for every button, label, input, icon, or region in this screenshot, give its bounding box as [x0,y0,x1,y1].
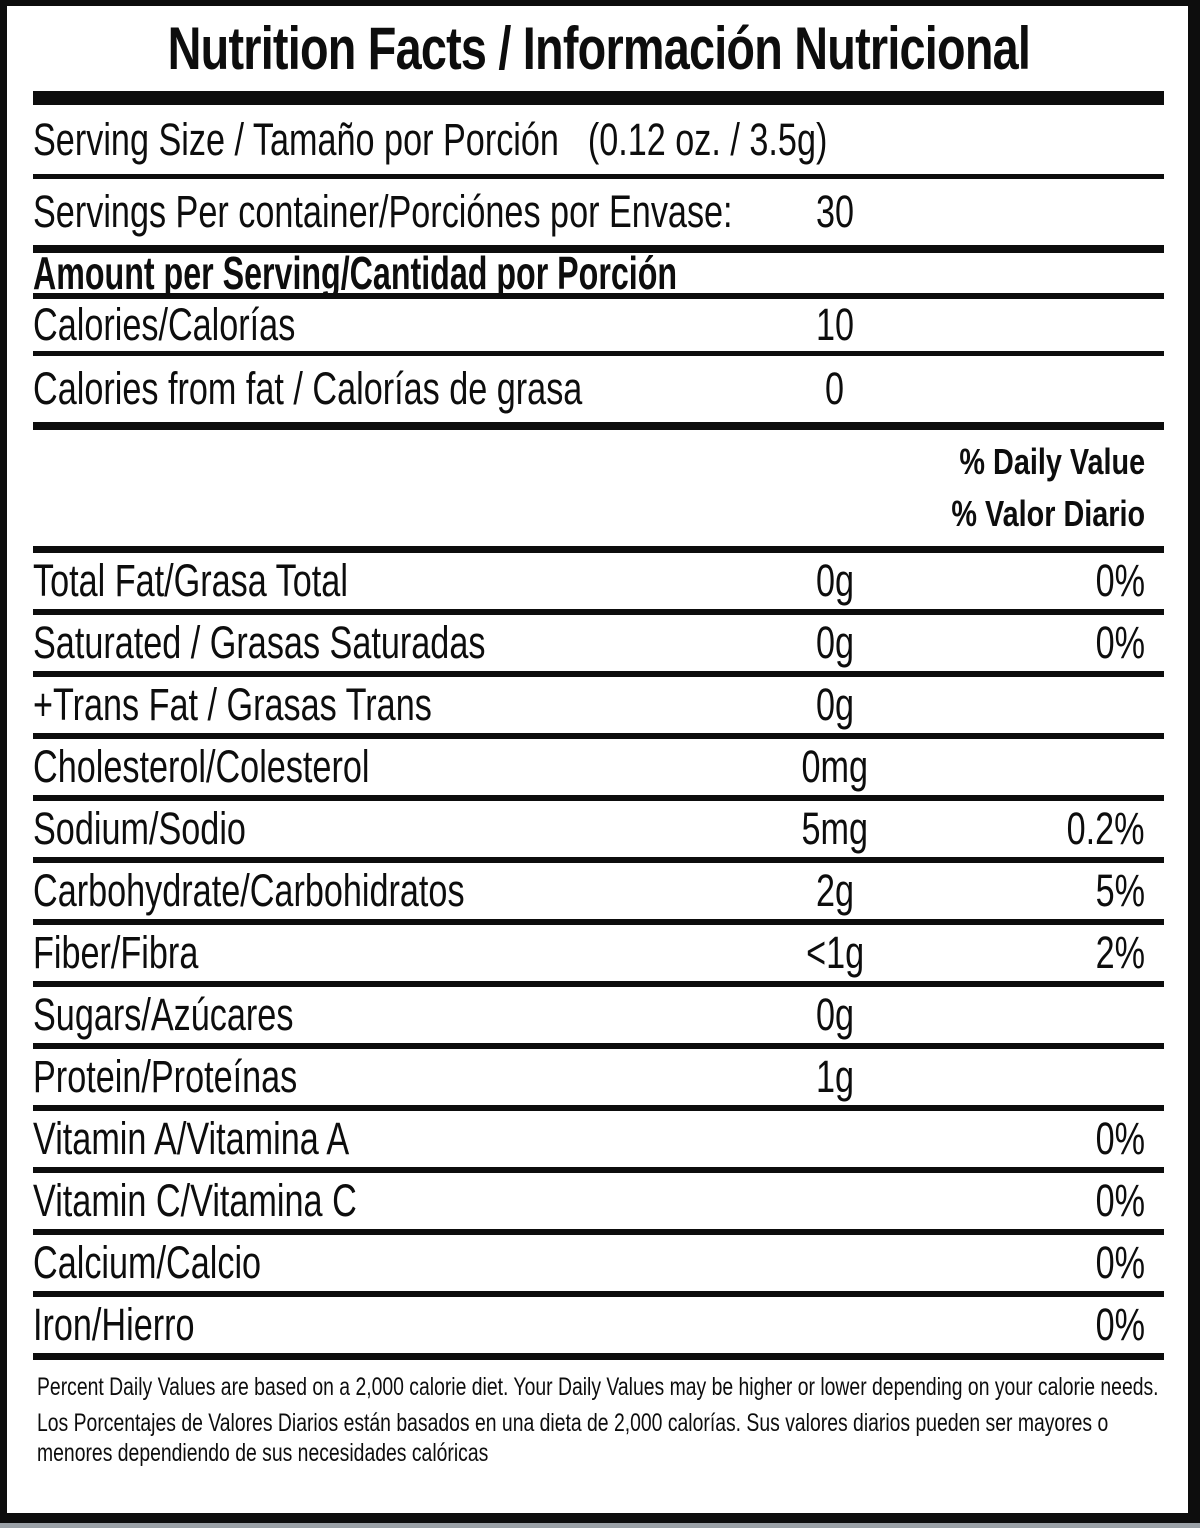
row-sodium: Sodium/Sodio 5mg 0.2% [33,801,1164,863]
nutrient-label: Carbohydrate/Carbohidratos [33,865,465,916]
calories-label: Calories/Calorías [33,299,296,350]
nutrient-percent: 0.2% [1067,803,1145,854]
row-servings-per-container: Servings Per container/Porciónes por Env… [33,179,1164,253]
footnote-english: Percent Daily Values are based on a 2,00… [37,1373,1159,1401]
nutrient-percent: 0% [1095,1299,1145,1350]
row-amount-per-serving: Amount per Serving/Cantidad por Porción [33,247,1164,299]
nutrient-percent: 0% [1095,1113,1145,1164]
nutrient-amount: 1g [815,1051,855,1102]
row-vitamin-c: Vitamin C/Vitamina C 0% [33,1173,1164,1235]
nutrient-amount: 0g [815,989,855,1040]
daily-value-header-en: % Daily Value [959,440,1145,482]
nutrient-label: Cholesterol/Colesterol [33,741,370,792]
amount-per-serving-header: Amount per Serving/Cantidad por Porción [33,247,678,299]
nutrient-percent: 0% [1095,555,1145,606]
servings-per-container-value: 30 [815,186,855,237]
nutrient-label: Vitamin C/Vitamina C [33,1175,357,1226]
nutrient-label: Fiber/Fibra [33,927,199,978]
nutrient-percent: 0% [1095,1175,1145,1226]
row-cholesterol: Cholesterol/Colesterol 0mg [33,739,1164,801]
serving-size-label: Serving Size / Tamaño por Porción [33,113,559,165]
row-total-fat: Total Fat/Grasa Total 0g 0% [33,553,1164,615]
nutrient-percent: 0% [1095,617,1145,668]
label-title-row: Nutrition Facts / Información Nutriciona… [33,6,1164,91]
nutrient-percent: 0% [1095,1237,1145,1288]
nutrient-percent: 2% [1095,927,1145,978]
row-saturated-fat: Saturated / Grasas Saturadas 0g 0% [33,615,1164,677]
row-vitamin-a: Vitamin A/Vitamina A 0% [33,1111,1164,1173]
serving-size-cell: Serving Size / Tamaño por Porción (0.12 o… [33,114,1164,166]
footnotes-section: Percent Daily Values are based on a 2,00… [33,1360,1164,1468]
calories-value: 10 [815,299,855,350]
nutrient-label: Sodium/Sodio [33,803,246,854]
label-content: Nutrition Facts / Información Nutriciona… [7,6,1188,1513]
nutrient-amount: 0g [815,679,855,730]
daily-value-header: % Daily Value % Valor Diario [33,430,1164,553]
nutrient-label: Protein/Proteínas [33,1051,298,1102]
nutrient-label: +Trans Fat / Grasas Trans [33,679,432,730]
row-iron: Iron/Hierro 0% [33,1297,1164,1360]
nutrient-label: Total Fat/Grasa Total [33,555,348,606]
nutrient-amount: 0g [815,555,855,606]
row-calcium: Calcium/Calcio 0% [33,1235,1164,1297]
label-title: Nutrition Facts / Información Nutriciona… [167,15,1030,82]
calories-from-fat-label: Calories from fat / Calorías de grasa [33,363,583,414]
nutrient-amount: <1g [805,927,865,978]
row-sugars: Sugars/Azúcares 0g [33,987,1164,1049]
row-calories-from-fat: Calories from fat / Calorías de grasa 0 [33,356,1164,430]
nutrient-amount: 2g [815,865,855,916]
footnote-spanish: Los Porcentajes de Valores Diarios están… [37,1409,1109,1467]
nutrient-label: Iron/Hierro [33,1299,195,1350]
nutrient-percent: 5% [1095,865,1145,916]
nutrient-amount: 0g [815,617,855,668]
servings-per-container-label: Servings Per container/Porciónes por Env… [33,186,733,237]
nutrient-label: Sugars/Azúcares [33,989,294,1040]
title-divider-bar [33,91,1164,105]
nutrient-label: Vitamin A/Vitamina A [33,1113,350,1164]
row-fiber: Fiber/Fibra <1g 2% [33,925,1164,987]
nutrient-label: Calcium/Calcio [33,1237,262,1288]
nutrient-amount: 0mg [801,741,869,792]
row-calories: Calories/Calorías 10 [33,299,1164,356]
row-carbohydrate: Carbohydrate/Carbohidratos 2g 5% [33,863,1164,925]
nutrient-amount: 5mg [801,803,869,854]
row-trans-fat: +Trans Fat / Grasas Trans 0g [33,677,1164,739]
daily-value-header-es: % Valor Diario [951,493,1145,535]
serving-size-value: (0.12 oz. / 3.5g) [587,113,828,165]
nutrient-label: Saturated / Grasas Saturadas [33,617,486,668]
row-serving-size: Serving Size / Tamaño por Porción (0.12 o… [33,105,1164,179]
bottom-edge-strip [0,1523,1200,1528]
calories-from-fat-value: 0 [825,363,845,414]
row-protein: Protein/Proteínas 1g [33,1049,1164,1111]
